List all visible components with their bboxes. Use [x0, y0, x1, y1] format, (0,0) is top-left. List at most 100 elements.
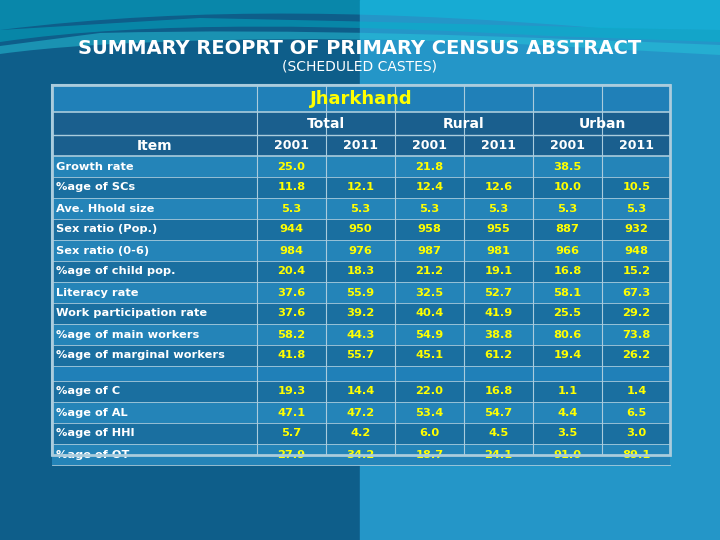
Text: 3.5: 3.5: [557, 429, 577, 438]
Bar: [52, 85, 670, 455]
Text: 32.5: 32.5: [415, 287, 444, 298]
Bar: [52, 423, 670, 444]
Text: 38.8: 38.8: [485, 329, 513, 340]
Text: 2001: 2001: [550, 139, 585, 152]
Text: 55.7: 55.7: [346, 350, 374, 361]
Text: 887: 887: [556, 225, 580, 234]
Text: 58.1: 58.1: [554, 287, 582, 298]
Text: 5.3: 5.3: [419, 204, 440, 213]
Text: 21.2: 21.2: [415, 267, 444, 276]
Text: 10.5: 10.5: [623, 183, 650, 192]
Text: 25.5: 25.5: [554, 308, 582, 319]
Text: 12.1: 12.1: [346, 183, 374, 192]
Bar: [52, 85, 670, 112]
Text: Growth rate: Growth rate: [56, 161, 134, 172]
Bar: [52, 444, 670, 465]
Text: 19.4: 19.4: [554, 350, 582, 361]
Bar: [360, 0, 720, 540]
Text: 80.6: 80.6: [554, 329, 582, 340]
Text: 61.2: 61.2: [485, 350, 513, 361]
Text: SUMMARY REOPRT OF PRIMARY CENSUS ABSTRACT: SUMMARY REOPRT OF PRIMARY CENSUS ABSTRAC…: [78, 38, 642, 57]
Text: Sex ratio (Pop.): Sex ratio (Pop.): [56, 225, 157, 234]
Text: 54.7: 54.7: [485, 408, 513, 417]
Text: 2011: 2011: [619, 139, 654, 152]
Text: 73.8: 73.8: [622, 329, 651, 340]
Bar: [52, 219, 670, 240]
Text: 89.1: 89.1: [622, 449, 651, 460]
Text: 5.3: 5.3: [557, 204, 577, 213]
Text: 18.3: 18.3: [346, 267, 374, 276]
Text: 6.5: 6.5: [626, 408, 647, 417]
Text: 1.4: 1.4: [626, 387, 647, 396]
Text: 39.2: 39.2: [346, 308, 374, 319]
Text: 1.1: 1.1: [557, 387, 577, 396]
Text: Item: Item: [137, 138, 172, 152]
Text: Rural: Rural: [444, 117, 485, 131]
Text: 45.1: 45.1: [415, 350, 444, 361]
Text: Total: Total: [307, 117, 345, 131]
Text: Sex ratio (0-6): Sex ratio (0-6): [56, 246, 149, 255]
Bar: [257, 112, 395, 135]
Text: 19.1: 19.1: [485, 267, 513, 276]
Text: 37.6: 37.6: [277, 287, 305, 298]
Text: 41.8: 41.8: [277, 350, 305, 361]
Text: 4.2: 4.2: [351, 429, 371, 438]
Bar: [52, 381, 670, 402]
Text: 37.6: 37.6: [277, 308, 305, 319]
Text: 55.9: 55.9: [346, 287, 374, 298]
Bar: [52, 324, 670, 345]
Text: %age of C: %age of C: [56, 387, 120, 396]
Text: 18.7: 18.7: [415, 449, 444, 460]
Bar: [395, 112, 533, 135]
Text: 955: 955: [487, 225, 510, 234]
Text: Urban: Urban: [578, 117, 626, 131]
Text: 976: 976: [348, 246, 372, 255]
Text: 52.7: 52.7: [485, 287, 513, 298]
Text: 29.2: 29.2: [622, 308, 651, 319]
Text: 958: 958: [418, 225, 441, 234]
Text: 5.3: 5.3: [282, 204, 302, 213]
Bar: [0, 0, 360, 540]
Text: 54.9: 54.9: [415, 329, 444, 340]
Text: 26.2: 26.2: [622, 350, 651, 361]
Bar: [52, 282, 670, 303]
Text: %age of main workers: %age of main workers: [56, 329, 199, 340]
Bar: [533, 112, 671, 135]
Text: 944: 944: [279, 225, 304, 234]
PathPatch shape: [0, 18, 720, 42]
Text: 47.2: 47.2: [346, 408, 374, 417]
Text: 10.0: 10.0: [554, 183, 582, 192]
Bar: [52, 303, 670, 324]
Text: %age of OT: %age of OT: [56, 449, 130, 460]
Text: %age of SCs: %age of SCs: [56, 183, 135, 192]
Text: 2011: 2011: [481, 139, 516, 152]
Bar: [52, 261, 670, 282]
Text: 5.3: 5.3: [351, 204, 371, 213]
Text: 20.4: 20.4: [277, 267, 305, 276]
Text: (SCHEDULED CASTES): (SCHEDULED CASTES): [282, 60, 438, 74]
Bar: [52, 85, 670, 455]
Text: 67.3: 67.3: [622, 287, 651, 298]
Text: 40.4: 40.4: [415, 308, 444, 319]
Text: 19.3: 19.3: [277, 387, 305, 396]
Text: 2001: 2001: [412, 139, 447, 152]
Text: 981: 981: [487, 246, 510, 255]
Bar: [52, 345, 670, 366]
Bar: [395, 135, 464, 156]
Text: Ave. Hhold size: Ave. Hhold size: [56, 204, 154, 213]
Text: %age of HHI: %age of HHI: [56, 429, 135, 438]
Text: 22.0: 22.0: [415, 387, 444, 396]
Text: 3.0: 3.0: [626, 429, 647, 438]
Text: 4.4: 4.4: [557, 408, 577, 417]
Text: 5.3: 5.3: [626, 204, 647, 213]
Text: 27.9: 27.9: [277, 449, 305, 460]
PathPatch shape: [0, 31, 720, 55]
Text: 948: 948: [624, 246, 649, 255]
Text: Literacy rate: Literacy rate: [56, 287, 138, 298]
Text: %age of marginal workers: %age of marginal workers: [56, 350, 225, 361]
Text: 987: 987: [418, 246, 441, 255]
Text: 47.1: 47.1: [277, 408, 305, 417]
Text: 932: 932: [624, 225, 649, 234]
Text: 12.4: 12.4: [415, 183, 444, 192]
Bar: [52, 112, 257, 156]
